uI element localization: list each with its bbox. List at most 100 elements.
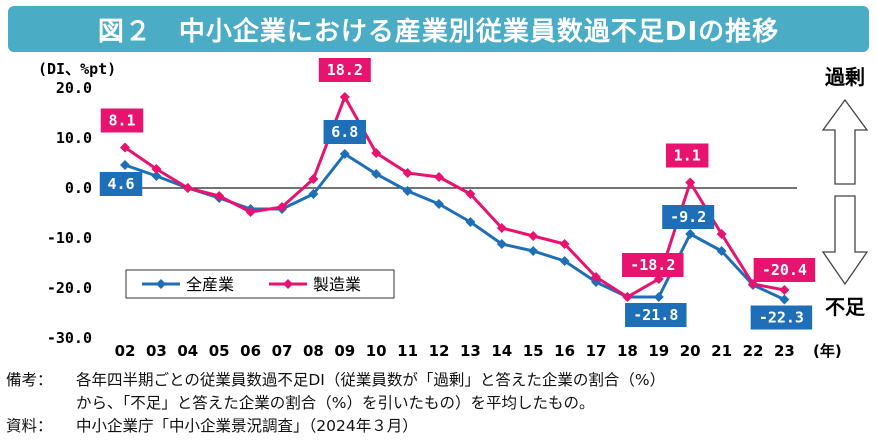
data-label-box xyxy=(625,303,687,327)
data-point xyxy=(339,149,350,159)
series-line-manufacturing xyxy=(124,95,785,299)
x-tick-label: 13 xyxy=(460,342,481,360)
chart-title: 図２ 中小企業における産業別従業員数過不足DIの推移 xyxy=(97,16,780,47)
data-point xyxy=(402,168,413,178)
data-point xyxy=(402,186,413,196)
x-tick-label: 16 xyxy=(554,342,575,360)
x-tick-label: 03 xyxy=(146,342,167,360)
data-point xyxy=(371,148,382,158)
data-point xyxy=(622,292,633,302)
data-point xyxy=(653,292,664,302)
data-label-box xyxy=(318,58,371,82)
data-point xyxy=(716,229,727,239)
y-tick-label: 10.0 xyxy=(56,129,92,147)
data-point xyxy=(559,239,570,249)
data-point xyxy=(151,164,162,174)
data-point xyxy=(465,217,476,227)
data-point xyxy=(496,239,507,249)
data-label: 1.1 xyxy=(674,147,701,165)
data-label: -21.8 xyxy=(633,306,678,324)
data-label: -22.3 xyxy=(759,309,804,327)
data-point xyxy=(339,92,350,102)
data-point xyxy=(308,189,319,199)
data-point xyxy=(591,272,601,282)
data-label: 6.8 xyxy=(331,123,358,141)
data-point xyxy=(685,177,696,188)
data-label-box xyxy=(665,143,709,168)
x-axis-unit: (年) xyxy=(813,342,842,360)
x-tick-label: 10 xyxy=(366,342,387,360)
data-point xyxy=(120,160,130,170)
x-tick-label: 02 xyxy=(115,342,136,360)
y-tick-label: -10.0 xyxy=(47,229,92,247)
x-tick-label: 15 xyxy=(523,342,544,360)
x-tick-label: 14 xyxy=(491,342,512,360)
data-point xyxy=(779,285,790,295)
x-tick-label: 17 xyxy=(586,342,607,360)
x-tick-label: 06 xyxy=(240,342,261,360)
x-tick-label: 11 xyxy=(397,342,418,360)
data-label-box xyxy=(99,172,143,196)
y-tick-label: -30.0 xyxy=(47,329,92,347)
remarks-line1: 各年四半期ごとの従業員数過不足DI（従業員数が「過剰」と答えた企業の割合（%） xyxy=(76,371,666,389)
up-arrow-icon xyxy=(821,98,869,185)
x-tick-label: 22 xyxy=(743,342,764,360)
data-point xyxy=(308,174,319,184)
data-point xyxy=(528,231,539,241)
down-arrow-icon xyxy=(821,195,869,286)
x-tick-label: 05 xyxy=(209,342,230,360)
remarks-continued: から、「不足」と答えた企業の割合（%）を引いたもの）を平均したもの。 xyxy=(6,391,594,413)
data-point xyxy=(277,202,287,212)
y-tick-label: 20.0 xyxy=(56,79,92,97)
x-tick-label: 04 xyxy=(177,342,198,360)
source-text: 中小企業庁「中小企業景況調査」（2024年３月） xyxy=(76,417,418,435)
data-point xyxy=(214,191,225,201)
title-bar: 図２ 中小企業における産業別従業員数過不足DIの推移 xyxy=(8,6,869,52)
data-point xyxy=(559,256,570,266)
legend-marker xyxy=(156,279,166,289)
data-label: -18.2 xyxy=(630,256,675,274)
data-point xyxy=(434,199,444,209)
legend-label: 製造業 xyxy=(313,275,361,294)
data-label: 8.1 xyxy=(108,112,135,130)
data-point xyxy=(779,294,790,305)
x-tick-label: 21 xyxy=(711,342,732,360)
shortage-label: 不足 xyxy=(825,295,866,319)
y-tick-label: 0.0 xyxy=(65,179,92,197)
remarks-line2: から、「不足」と答えた企業の割合（%）を引いたもの）を平均したもの。 xyxy=(76,394,595,412)
x-tick-label: 09 xyxy=(334,342,355,360)
x-tick-label: 12 xyxy=(429,342,450,360)
data-point xyxy=(528,246,539,256)
y-axis-label: (DI、%pt) xyxy=(38,60,116,78)
x-tick-label: 18 xyxy=(617,342,638,360)
x-tick-label: 23 xyxy=(774,342,795,360)
legend-label: 全産業 xyxy=(186,275,234,294)
data-label-box xyxy=(100,108,144,133)
surplus-label: 過剰 xyxy=(825,65,865,89)
data-point xyxy=(182,183,193,193)
data-point xyxy=(496,223,507,233)
data-label: 18.2 xyxy=(327,61,363,79)
data-point xyxy=(151,171,162,181)
data-label: -20.4 xyxy=(762,261,807,279)
remarks-label: 備考： xyxy=(6,371,53,389)
data-point xyxy=(685,229,696,239)
source-label: 資料： xyxy=(6,417,53,435)
data-point xyxy=(120,142,130,153)
data-point xyxy=(716,246,727,256)
data-label: -9.2 xyxy=(670,208,706,226)
data-point xyxy=(245,207,256,217)
source-note: 資料： 中小企業庁「中小企業景況調査」（2024年３月） xyxy=(6,414,418,436)
x-tick-label: 08 xyxy=(303,342,324,360)
data-label-box xyxy=(750,305,813,330)
remarks-note: 備考： 各年四半期ごとの従業員数過不足DI（従業員数が「過剰」と答えた企業の割合（… xyxy=(6,368,665,390)
data-point xyxy=(465,189,476,199)
x-tick-label: 19 xyxy=(648,342,669,360)
x-tick-label: 07 xyxy=(272,342,293,360)
data-label-box xyxy=(622,253,684,277)
line-chart: (DI、%pt)20.0 10.0 0.0 -10.0 -20.0 -30.0 02 03 04… xyxy=(38,58,869,360)
data-label: 4.6 xyxy=(107,175,134,193)
data-label-box xyxy=(323,120,367,144)
data-point xyxy=(371,169,382,179)
legend-marker xyxy=(283,279,293,289)
